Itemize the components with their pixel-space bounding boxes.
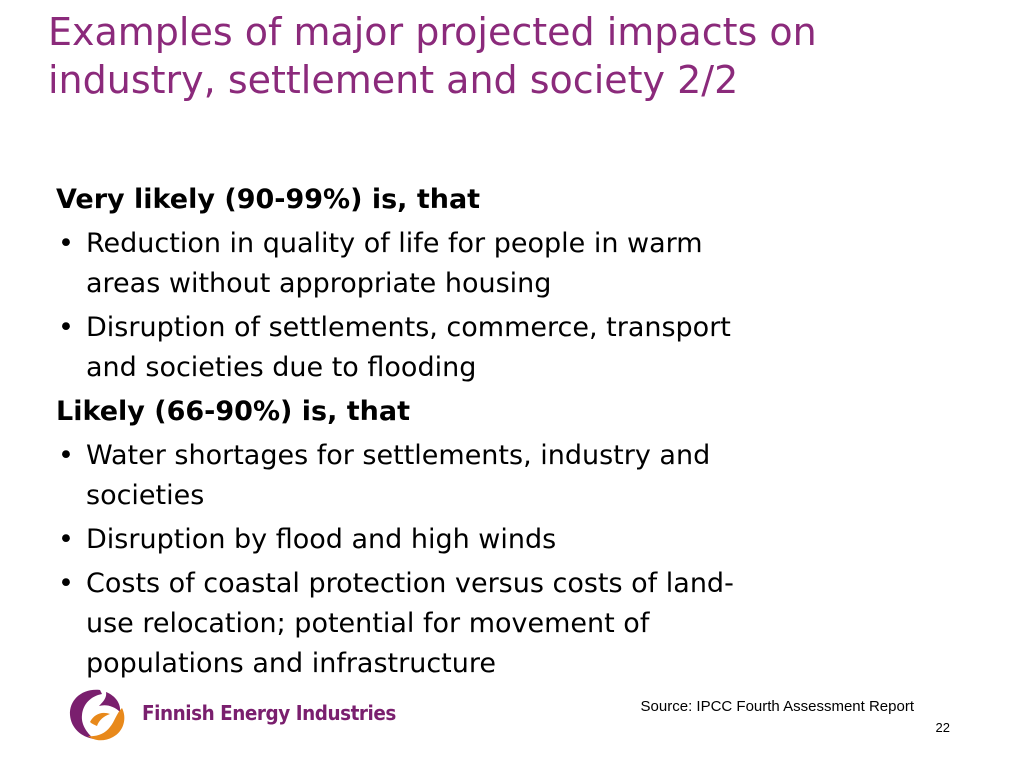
bullet-text-line: Water shortages for settlements, industr… (86, 440, 711, 471)
bullet-item: • Disruption of settlements, commerce, t… (56, 308, 956, 388)
slide-title: Examples of major projected impacts on i… (48, 8, 1008, 104)
source-citation: Source: IPCC Fourth Assessment Report (640, 698, 914, 715)
bullet-text-line: Disruption of settlements, commerce, tra… (86, 312, 731, 343)
bullet-icon: • (58, 524, 74, 555)
bullet-text-line: populations and infrastructure (86, 648, 496, 679)
bullet-icon: • (58, 440, 74, 471)
slide-title-line: Examples of major projected impacts on (48, 10, 817, 54)
finnish-energy-swirl-icon (69, 689, 125, 741)
bullet-item: • Reduction in quality of life for peopl… (56, 224, 956, 304)
page-number: 22 (935, 720, 950, 735)
bullet-text: Costs of coastal protection versus costs… (86, 564, 956, 684)
bullet-text: Disruption by flood and high winds (86, 520, 956, 560)
bullet-icon: • (58, 228, 74, 259)
bullet-item: • Costs of coastal protection versus cos… (56, 564, 956, 684)
bullet-text: Water shortages for settlements, industr… (86, 436, 956, 516)
section-heading-very-likely: Very likely (90-99%) is, that (56, 184, 481, 215)
bullet-icon: • (58, 312, 74, 343)
slide-title-line: industry, settlement and society 2/2 (48, 58, 739, 102)
bullet-text-line: use relocation; potential for movement o… (86, 608, 650, 639)
bullet-item: • Disruption by flood and high winds (56, 520, 956, 560)
bullet-text-line: societies (86, 480, 205, 511)
bullet-text-line: Reduction in quality of life for people … (86, 228, 703, 259)
bullet-text-line: and societies due to flooding (86, 352, 477, 383)
company-logo: Finnish Energy Industries (66, 684, 396, 744)
bullet-text-line: Costs of coastal protection versus costs… (86, 568, 734, 599)
bullet-icon: • (58, 568, 74, 599)
bullet-list-very-likely: • Reduction in quality of life for peopl… (56, 224, 956, 388)
logo-text: Finnish Energy Industries (142, 701, 396, 725)
bullet-item: • Water shortages for settlements, indus… (56, 436, 956, 516)
bullet-list-likely: • Water shortages for settlements, indus… (56, 436, 956, 684)
bullet-text-line: areas without appropriate housing (86, 268, 552, 299)
bullet-text: Reduction in quality of life for people … (86, 224, 956, 304)
section-heading-likely: Likely (66-90%) is, that (56, 396, 410, 427)
bullet-text: Disruption of settlements, commerce, tra… (86, 308, 956, 388)
bullet-text-line: Disruption by flood and high winds (86, 524, 557, 555)
slide-body: Very likely (90-99%) is, that • Reductio… (56, 180, 956, 688)
